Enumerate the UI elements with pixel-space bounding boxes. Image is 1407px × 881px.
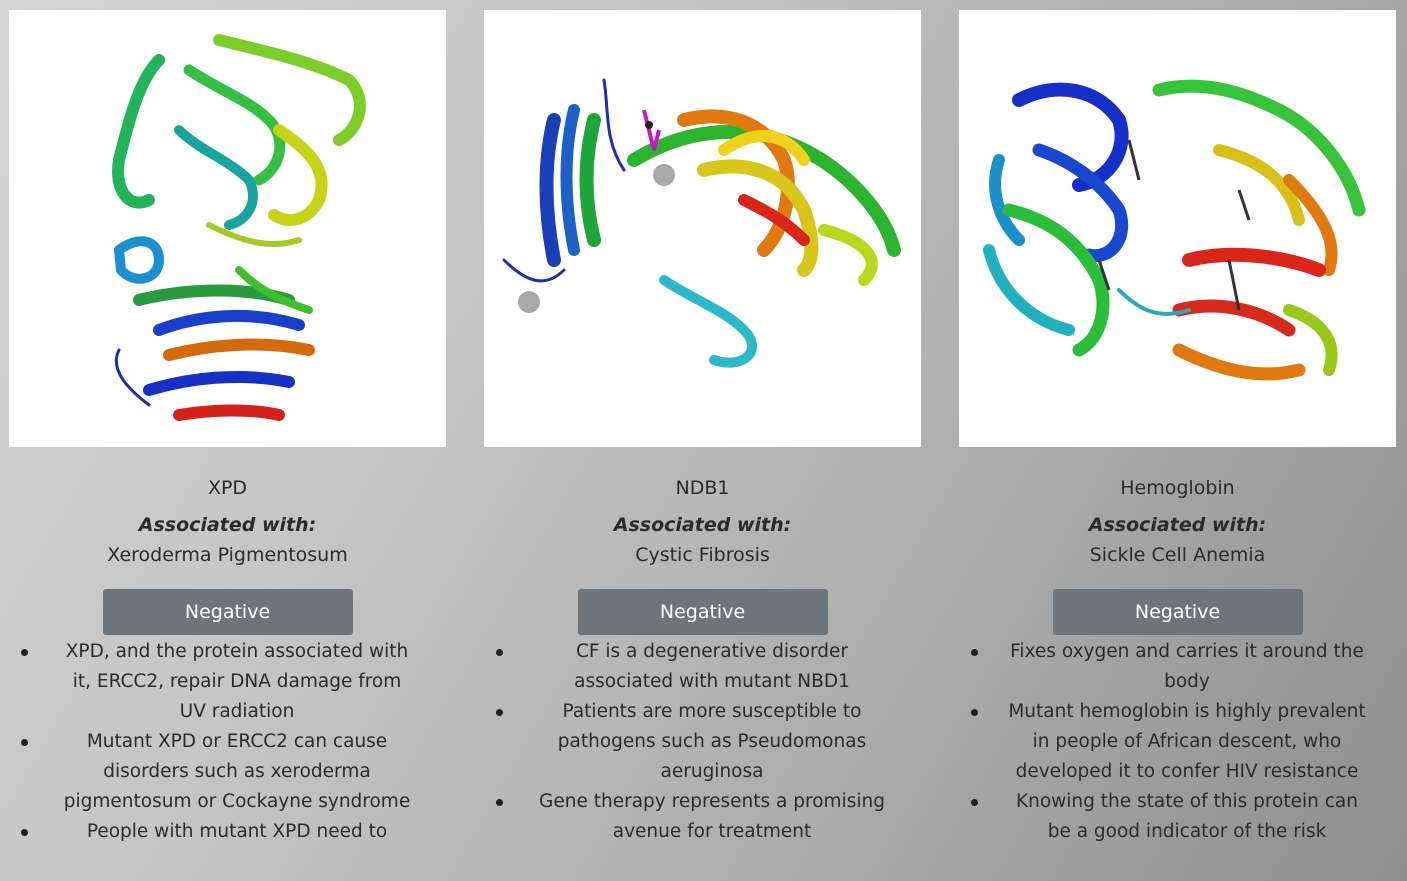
negative-button[interactable]: Negative <box>577 589 828 635</box>
list-item: Patients are more susceptible to pathoge… <box>496 697 892 787</box>
list-item: Mutant XPD or ERCC2 can cause disorders … <box>21 727 417 817</box>
associated-label: Associated with: <box>138 514 317 536</box>
list-item: Gene therapy represents a promising aven… <box>496 787 892 847</box>
protein-structure-image <box>9 10 446 447</box>
info-list: Fixes oxygen and carries it around the b… <box>959 637 1367 847</box>
protein-structure-image <box>484 10 921 447</box>
associated-disease: Cystic Fibrosis <box>635 544 770 566</box>
list-item: Fixes oxygen and carries it around the b… <box>971 637 1367 697</box>
list-item: CF is a degenerative disorder associated… <box>496 637 892 697</box>
protein-card-hemoglobin: Hemoglobin Associated with: Sickle Cell … <box>959 10 1396 847</box>
list-item: XPD, and the protein associated with it,… <box>21 637 417 727</box>
list-item: People with mutant XPD need to <box>21 817 417 847</box>
list-item: Mutant hemoglobin is highly prevalent in… <box>971 697 1367 787</box>
associated-label: Associated with: <box>1088 514 1267 536</box>
negative-button[interactable]: Negative <box>1052 589 1303 635</box>
info-list: CF is a degenerative disorder associated… <box>484 637 892 847</box>
protein-name: XPD <box>207 477 248 499</box>
protein-structure-image <box>959 10 1396 447</box>
protein-name: Hemoglobin <box>1120 477 1235 499</box>
protein-card-ndb1: NDB1 Associated with: Cystic Fibrosis Ne… <box>484 10 921 847</box>
associated-disease: Sickle Cell Anemia <box>1089 544 1266 566</box>
list-item: Knowing the state of this protein can be… <box>971 787 1367 847</box>
protein-name: NDB1 <box>675 477 730 499</box>
associated-label: Associated with: <box>613 514 792 536</box>
associated-disease: Xeroderma Pigmentosum <box>107 544 348 566</box>
negative-button[interactable]: Negative <box>102 589 353 635</box>
protein-card-xpd: XPD Associated with: Xeroderma Pigmentos… <box>9 10 446 847</box>
info-list: XPD, and the protein associated with it,… <box>9 637 417 847</box>
